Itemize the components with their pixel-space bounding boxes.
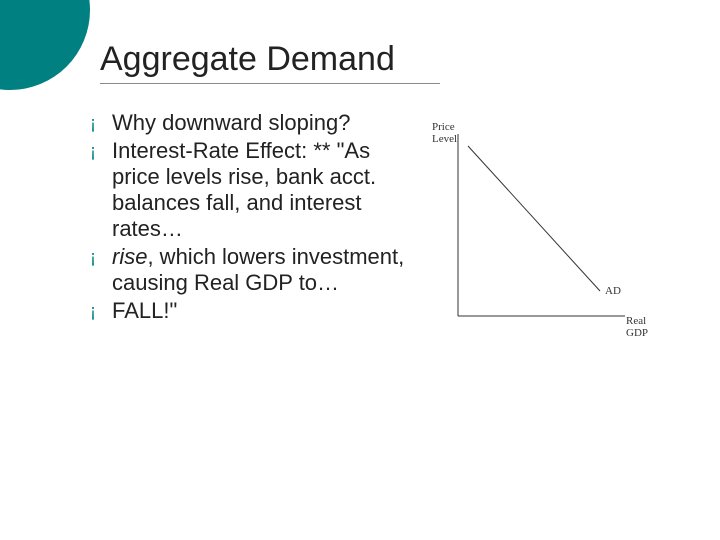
bullet-item: ¡Why downward sloping? [90, 110, 420, 136]
bullet-marker: ¡ [90, 298, 112, 324]
y-axis-label-line1: Price [432, 121, 455, 133]
x-axis-label-line1: Real [626, 315, 646, 327]
bullet-item: ¡Interest-Rate Effect: ** "As price leve… [90, 138, 420, 242]
bullet-item: ¡FALL!" [90, 298, 420, 324]
bullet-marker: ¡ [90, 138, 112, 242]
content-row: ¡Why downward sloping?¡Interest-Rate Eff… [90, 110, 670, 346]
bullet-text: rise, which lowers investment, causing R… [112, 244, 420, 296]
ad-chart-svg: Price Level AD Real GDP [430, 116, 650, 346]
bullet-item: ¡rise, which lowers investment, causing … [90, 244, 420, 296]
ad-curve [468, 146, 600, 291]
series-label: AD [605, 285, 621, 297]
bullet-text: Why downward sloping? [112, 110, 420, 136]
bullet-text: Interest-Rate Effect: ** "As price level… [112, 138, 420, 242]
x-axis-label-line2: GDP [626, 327, 648, 339]
bullet-marker: ¡ [90, 244, 112, 296]
bullet-text: FALL!" [112, 298, 420, 324]
ad-chart: Price Level AD Real GDP [430, 116, 650, 346]
slide-container: Aggregate Demand ¡Why downward sloping?¡… [0, 0, 720, 540]
bullet-marker: ¡ [90, 110, 112, 136]
bullet-list: ¡Why downward sloping?¡Interest-Rate Eff… [90, 110, 420, 346]
slide-title: Aggregate Demand [100, 40, 440, 84]
y-axis-label-line2: Level [432, 133, 457, 145]
